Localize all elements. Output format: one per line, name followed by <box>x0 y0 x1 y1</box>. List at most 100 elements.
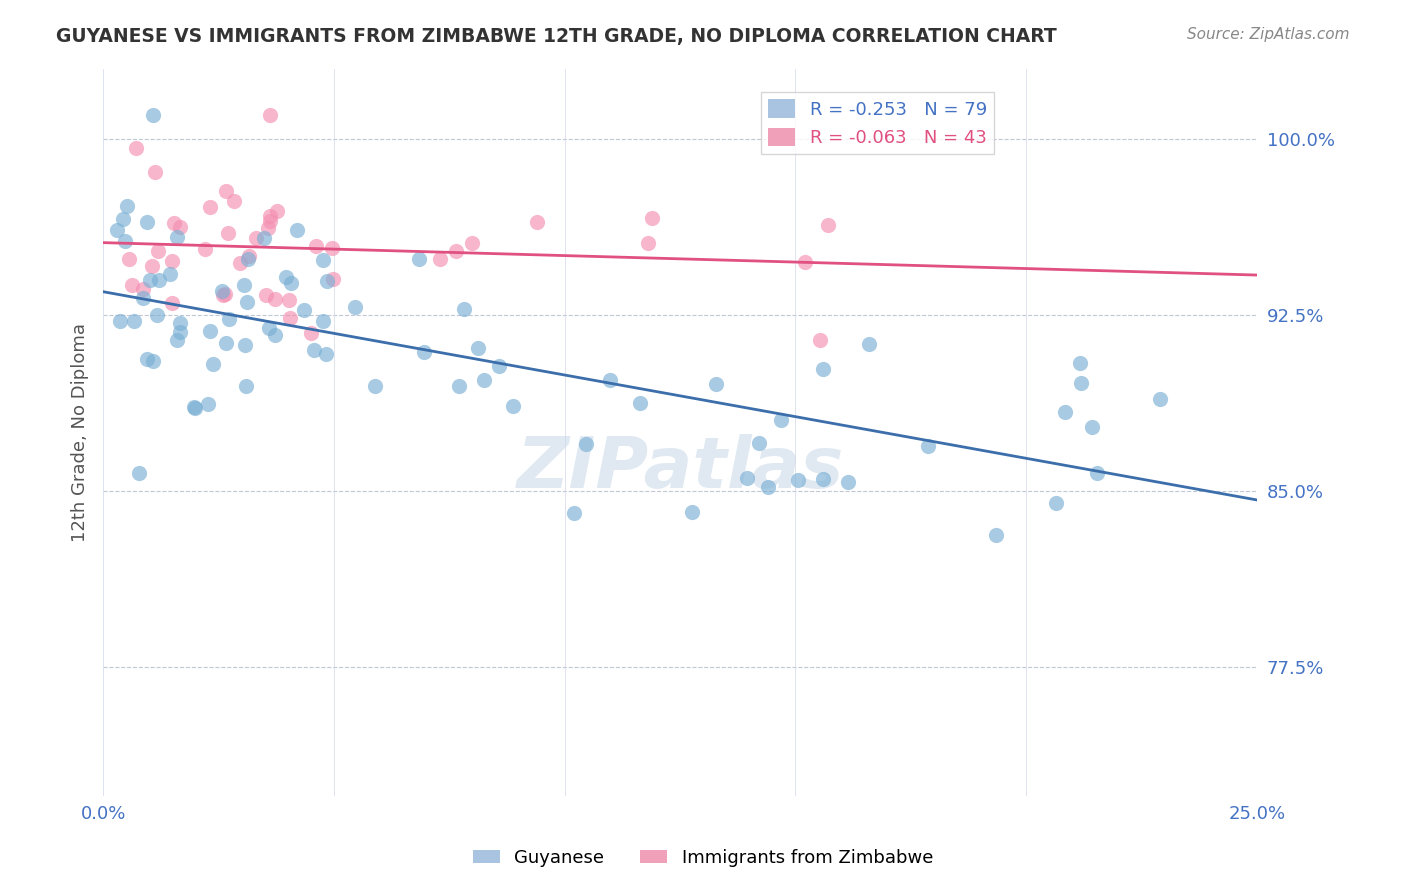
Guyanese <box>811 362 834 376</box>
Immigrants from Zimbabwe <box>266 203 288 218</box>
Guyanese <box>917 439 939 453</box>
Guyanese <box>770 413 793 427</box>
Guyanese <box>599 373 621 387</box>
Guyanese <box>235 379 257 393</box>
Text: Source: ZipAtlas.com: Source: ZipAtlas.com <box>1187 27 1350 42</box>
Guyanese <box>837 475 859 490</box>
Guyanese <box>122 314 145 328</box>
Guyanese <box>280 276 302 290</box>
Immigrants from Zimbabwe <box>254 288 277 302</box>
Guyanese <box>148 273 170 287</box>
Guyanese <box>413 344 436 359</box>
Guyanese <box>135 351 157 366</box>
Immigrants from Zimbabwe <box>160 296 183 310</box>
Immigrants from Zimbabwe <box>794 254 817 268</box>
Immigrants from Zimbabwe <box>194 242 217 256</box>
Guyanese <box>311 314 333 328</box>
Guyanese <box>502 399 524 413</box>
Immigrants from Zimbabwe <box>808 333 831 347</box>
Guyanese <box>108 313 131 327</box>
Guyanese <box>169 325 191 339</box>
Text: GUYANESE VS IMMIGRANTS FROM ZIMBABWE 12TH GRADE, NO DIPLOMA CORRELATION CHART: GUYANESE VS IMMIGRANTS FROM ZIMBABWE 12T… <box>56 27 1057 45</box>
Guyanese <box>1149 392 1171 407</box>
Guyanese <box>1069 356 1091 370</box>
Guyanese <box>858 337 880 351</box>
Guyanese <box>142 108 165 122</box>
Immigrants from Zimbabwe <box>212 288 235 302</box>
Immigrants from Zimbabwe <box>121 277 143 292</box>
Immigrants from Zimbabwe <box>526 215 548 229</box>
Immigrants from Zimbabwe <box>141 259 163 273</box>
Guyanese <box>166 334 188 348</box>
Guyanese <box>575 437 598 451</box>
Guyanese <box>292 302 315 317</box>
Guyanese <box>315 346 337 360</box>
Immigrants from Zimbabwe <box>278 311 301 326</box>
Immigrants from Zimbabwe <box>222 194 245 209</box>
Guyanese <box>159 267 181 281</box>
Guyanese <box>467 341 489 355</box>
Immigrants from Zimbabwe <box>817 219 839 233</box>
Guyanese <box>232 277 254 292</box>
Immigrants from Zimbabwe <box>162 216 184 230</box>
Immigrants from Zimbabwe <box>214 184 236 198</box>
Immigrants from Zimbabwe <box>305 239 328 253</box>
Guyanese <box>253 231 276 245</box>
Y-axis label: 12th Grade, No Diploma: 12th Grade, No Diploma <box>72 323 89 541</box>
Guyanese <box>681 505 703 519</box>
Guyanese <box>139 272 162 286</box>
Guyanese <box>748 436 770 450</box>
Guyanese <box>316 274 339 288</box>
Immigrants from Zimbabwe <box>214 287 236 301</box>
Guyanese <box>472 373 495 387</box>
Guyanese <box>364 378 387 392</box>
Guyanese <box>1070 376 1092 390</box>
Immigrants from Zimbabwe <box>299 326 322 341</box>
Guyanese <box>128 466 150 480</box>
Immigrants from Zimbabwe <box>118 252 141 267</box>
Guyanese <box>984 528 1007 542</box>
Guyanese <box>142 354 165 368</box>
Guyanese <box>811 472 834 486</box>
Immigrants from Zimbabwe <box>460 236 482 251</box>
Immigrants from Zimbabwe <box>160 253 183 268</box>
Immigrants from Zimbabwe <box>228 256 250 270</box>
Immigrants from Zimbabwe <box>146 244 169 259</box>
Guyanese <box>786 473 808 487</box>
Guyanese <box>453 301 475 316</box>
Immigrants from Zimbabwe <box>444 244 467 259</box>
Immigrants from Zimbabwe <box>278 293 301 307</box>
Immigrants from Zimbabwe <box>217 226 239 240</box>
Immigrants from Zimbabwe <box>637 236 659 251</box>
Guyanese <box>562 506 585 520</box>
Legend: Guyanese, Immigrants from Zimbabwe: Guyanese, Immigrants from Zimbabwe <box>465 842 941 874</box>
Guyanese <box>236 252 259 267</box>
Guyanese <box>312 253 335 268</box>
Immigrants from Zimbabwe <box>125 141 148 155</box>
Guyanese <box>1045 496 1067 510</box>
Guyanese <box>183 400 205 414</box>
Guyanese <box>236 294 259 309</box>
Guyanese <box>211 284 233 298</box>
Guyanese <box>169 316 191 330</box>
Immigrants from Zimbabwe <box>245 231 267 245</box>
Immigrants from Zimbabwe <box>259 213 281 227</box>
Guyanese <box>135 215 157 229</box>
Guyanese <box>166 229 188 244</box>
Guyanese <box>105 223 128 237</box>
Guyanese <box>218 312 240 326</box>
Immigrants from Zimbabwe <box>321 272 343 286</box>
Guyanese <box>1053 404 1076 418</box>
Immigrants from Zimbabwe <box>198 200 221 214</box>
Guyanese <box>706 377 728 392</box>
Guyanese <box>197 397 219 411</box>
Guyanese <box>198 324 221 338</box>
Immigrants from Zimbabwe <box>259 209 281 223</box>
Immigrants from Zimbabwe <box>238 249 260 263</box>
Guyanese <box>735 470 758 484</box>
Guyanese <box>628 396 651 410</box>
Guyanese <box>257 320 280 334</box>
Immigrants from Zimbabwe <box>132 282 155 296</box>
Guyanese <box>302 343 325 357</box>
Immigrants from Zimbabwe <box>169 220 191 235</box>
